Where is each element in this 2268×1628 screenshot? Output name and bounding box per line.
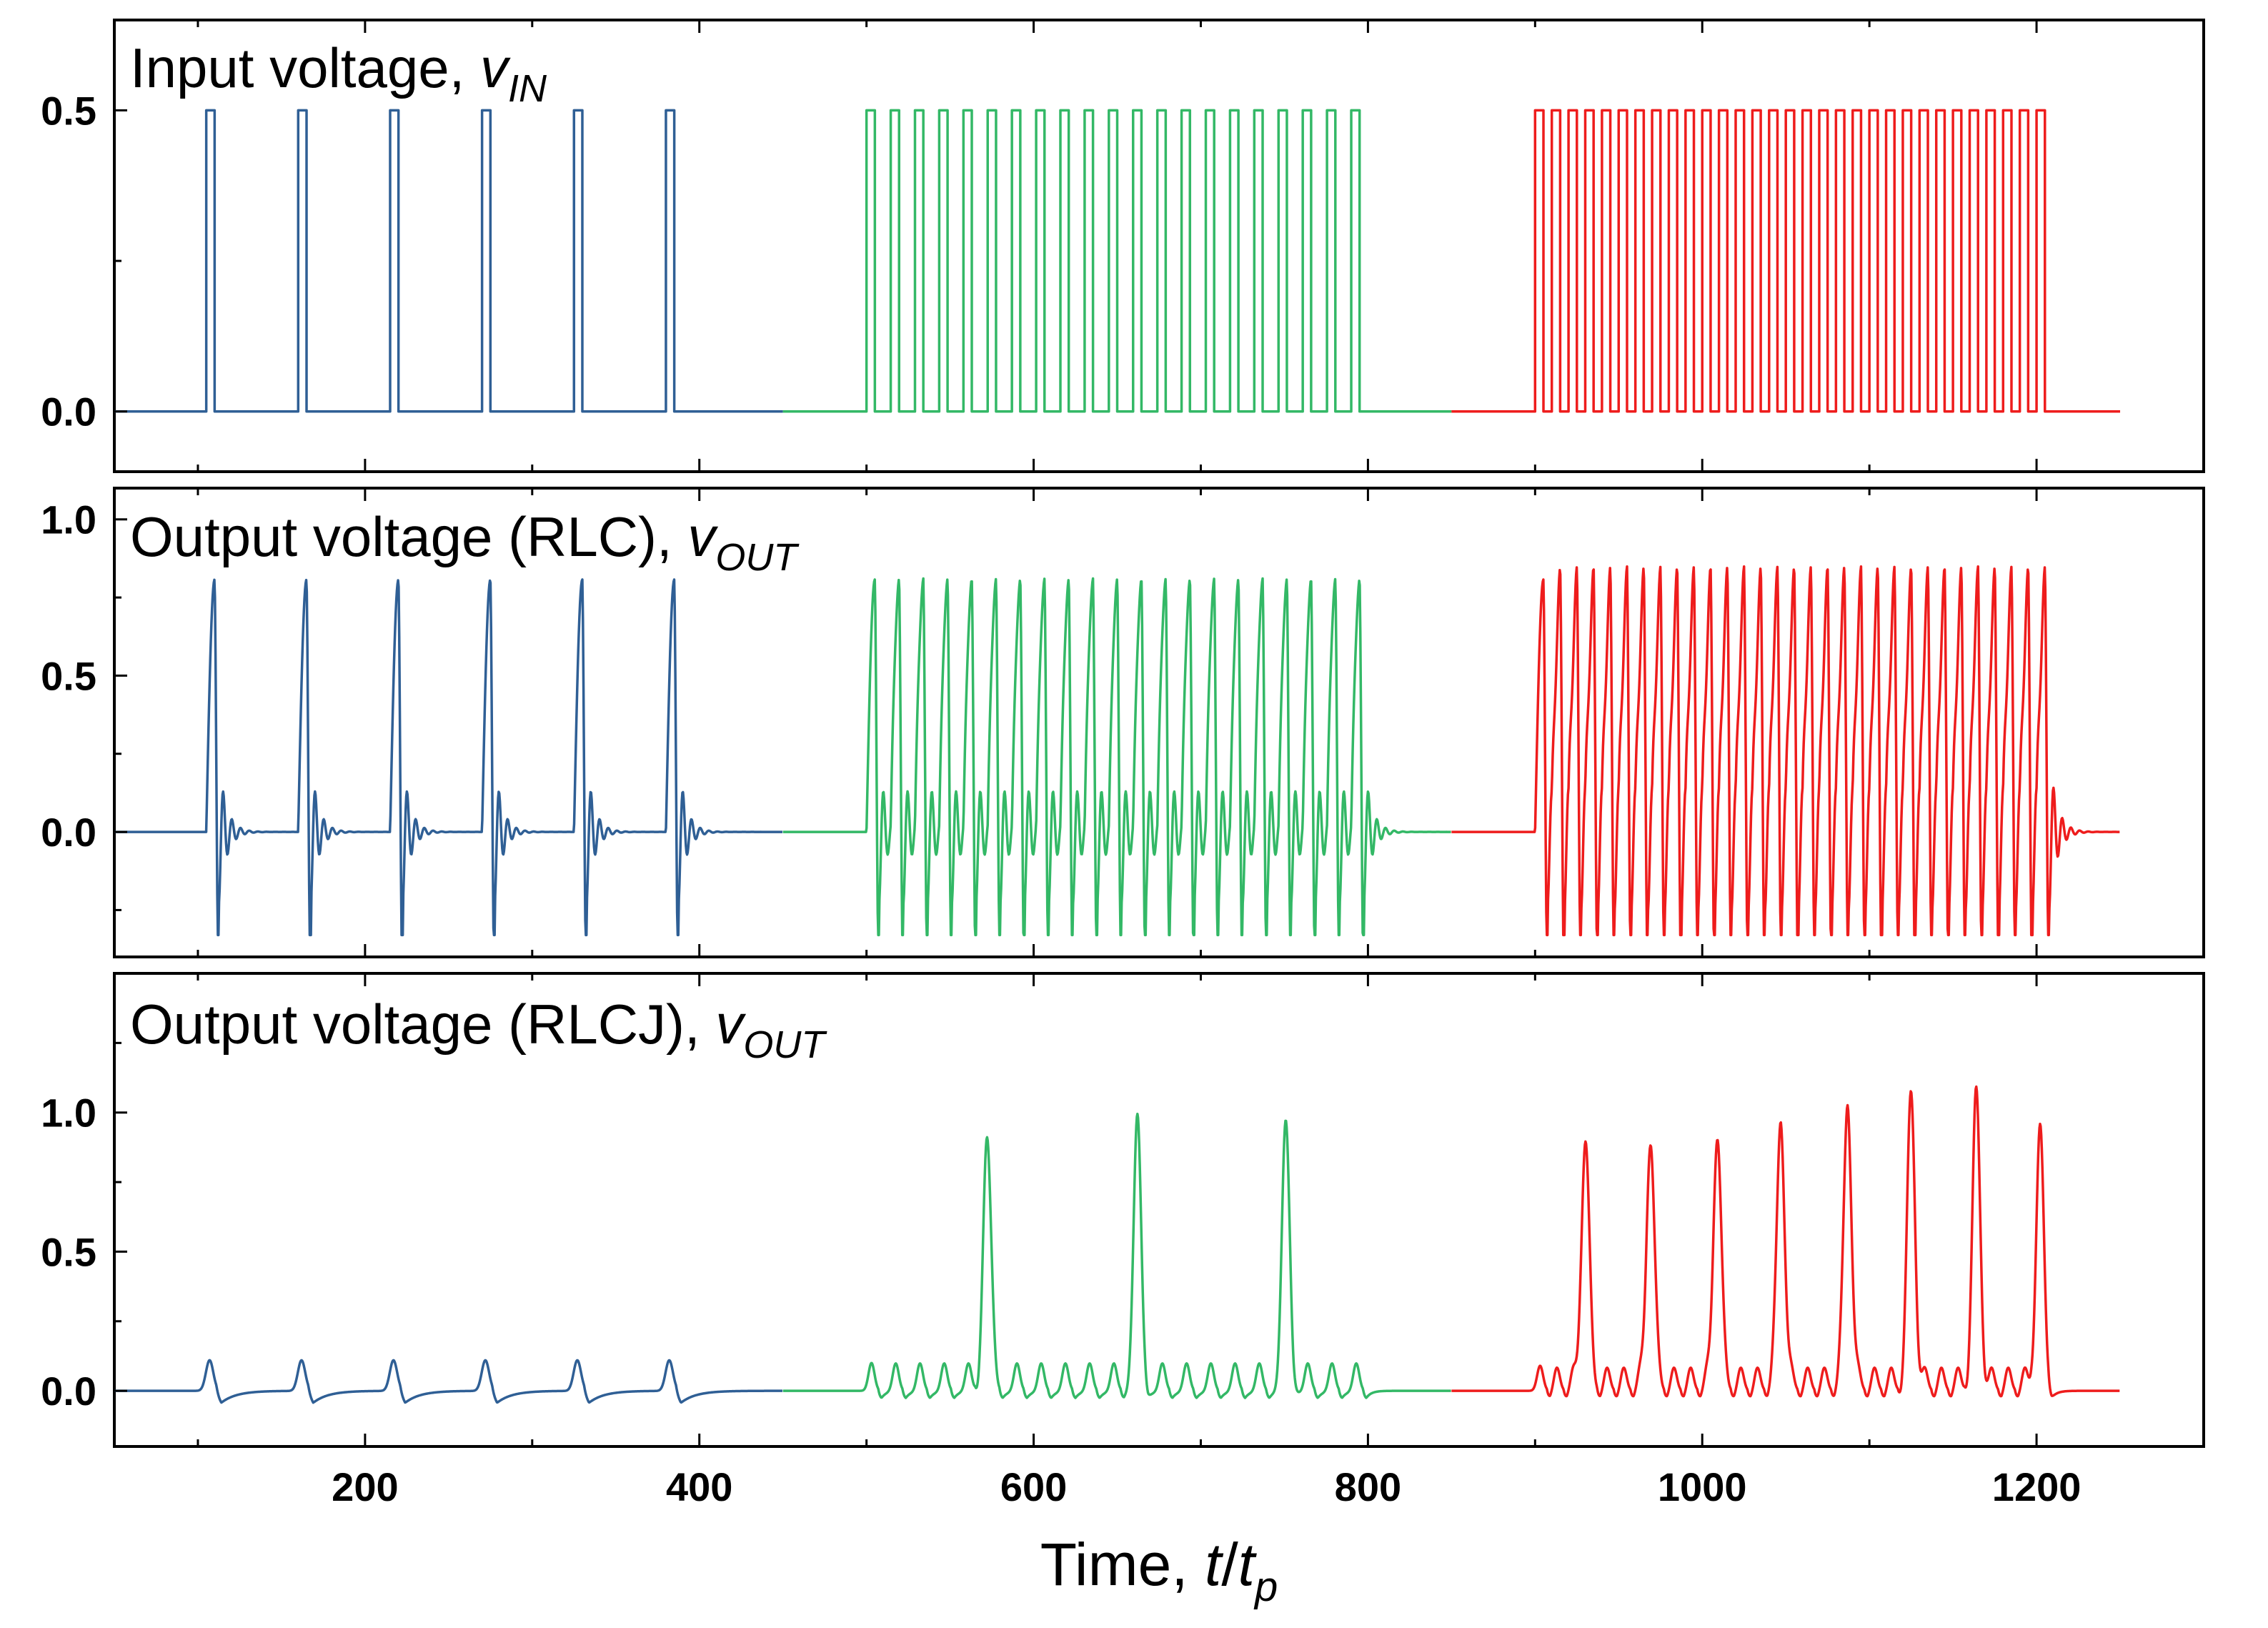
panel-rlc-ticks: [114, 488, 2205, 957]
panel-rlc-title: Output voltage (RLC), vOUT: [130, 505, 800, 579]
series-red-line: [1451, 1085, 2121, 1398]
series-blue-line: [114, 1359, 783, 1404]
y-tick-label: 0.5: [41, 88, 96, 133]
panel-rlcj: Output voltage (RLCJ), vOUT 0.0 0.5 1.0: [41, 972, 2205, 1448]
series-red-line: [1451, 109, 2121, 413]
panel-rlc-traces: [114, 565, 2121, 937]
y-tick-label: 0.0: [41, 389, 96, 435]
x-tick-label: 200: [332, 1464, 398, 1509]
panel-rlcj-ticks: [114, 972, 2205, 1446]
series-green-line: [782, 109, 1452, 413]
series-red-line: [1451, 565, 2121, 937]
x-tick-label: 1200: [1992, 1464, 2082, 1509]
y-tick-label: 1.0: [41, 497, 96, 542]
panel-input-ticks: [114, 20, 2205, 472]
panel-rlc-frame: [113, 487, 2205, 958]
panel-input-title: Input voltage, vIN: [130, 36, 547, 110]
y-tick-label: 1.0: [41, 1091, 96, 1136]
x-tick-label: 800: [1335, 1464, 1401, 1509]
panel-input: Input voltage, vIN 0.0 0.5: [41, 19, 2205, 473]
series-green-line: [782, 1112, 1452, 1399]
x-tick-label: 1000: [1658, 1464, 1747, 1509]
panel-rlcj-traces: [114, 1085, 2121, 1404]
x-axis-title: Time, t/tp: [1040, 1531, 1278, 1610]
panel-rlc: Output voltage (RLC), vOUT 0.0 0.5 1.0: [41, 487, 2205, 958]
panel-input-traces: [114, 109, 2121, 413]
y-tick-label: 0.0: [41, 810, 96, 855]
y-tick-label: 0.5: [41, 1229, 96, 1274]
series-blue-line: [114, 578, 783, 937]
y-tick-label: 0.0: [41, 1369, 96, 1414]
panel-rlcj-title: Output voltage (RLCJ), vOUT: [130, 993, 827, 1066]
x-tick-label: 400: [666, 1464, 732, 1509]
x-tick-label: 600: [1000, 1464, 1067, 1509]
y-tick-label: 0.5: [41, 653, 96, 698]
series-green-line: [782, 577, 1452, 937]
panel-input-frame: [113, 19, 2205, 473]
x-tick-labels: 200 400 600 800 1000 1200: [332, 1464, 2081, 1509]
panel-rlcj-frame: [113, 972, 2205, 1448]
series-blue-line: [114, 109, 783, 413]
